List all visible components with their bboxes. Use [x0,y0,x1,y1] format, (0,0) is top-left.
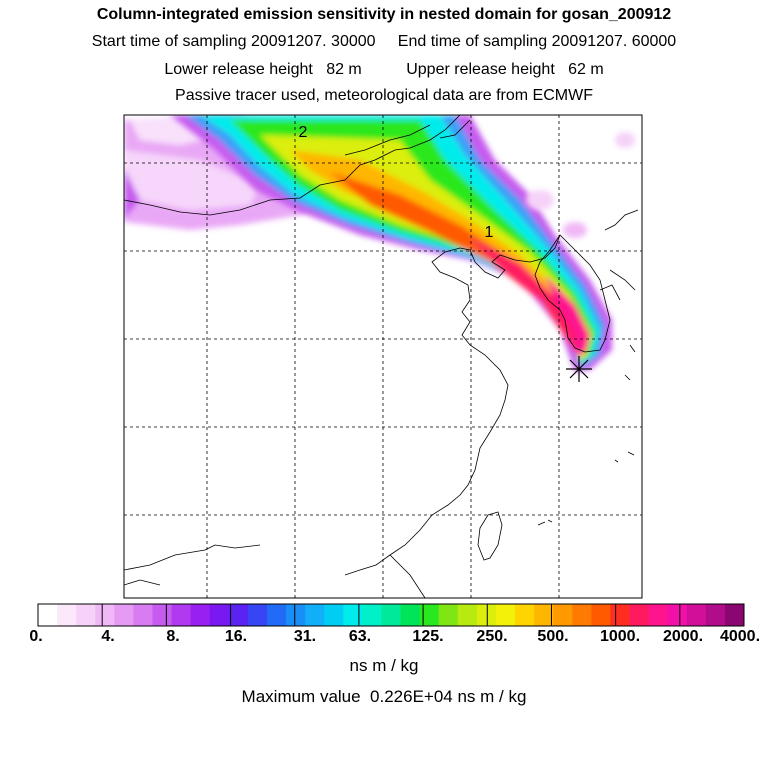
colorbar-tick-label: 8. [166,628,180,645]
lower-release-label: Lower release height 82 m [164,61,362,78]
colorbar-swatch [705,604,726,626]
colorbar-tick-label: 250. [476,628,508,645]
colorbar-swatch [629,604,650,626]
upper-release-label: Upper release height 62 m [406,61,604,78]
colorbar-tick-label: 0. [29,628,43,645]
colorbar-tick-label: 63. [348,628,372,645]
max-value-label: Maximum value 0.226E+04 ns m / kg [241,687,527,706]
colorbar-swatch [648,604,669,626]
colorbar-swatch [228,604,249,626]
colorbar-swatch [247,604,268,626]
colorbar-swatch [57,604,77,626]
colorbar-tick-label: 4. [101,628,115,645]
scattered-patches [526,132,635,238]
colorbar-units: ns m / kg [349,656,419,675]
colorbar-swatch [171,604,192,626]
marker-1: 1 [485,224,494,241]
colorbar-swatch [438,604,459,626]
colorbar-swatch [381,604,402,626]
colorbar-swatch [457,604,478,626]
colorbar-swatch [400,604,421,626]
coastlines [124,115,639,598]
colorbar-swatch [724,604,745,626]
tracer-note: Passive tracer used, meteorological data… [175,87,593,104]
colorbar-swatch [209,604,230,626]
colorbar-swatch [686,604,707,626]
colorbar-tick-label: 500. [537,628,569,645]
colorbar-swatch [343,604,363,626]
marker-2: 2 [299,124,308,141]
colorbar-tick-label: 31. [293,628,317,645]
colorbar-frame [37,603,745,627]
colorbar-swatch [190,604,211,626]
colorbar-swatch [610,604,631,626]
colorbar [37,603,745,627]
colorbar-tick-label: 4000. [719,628,761,645]
colorbar-tick-label: 125. [412,628,444,645]
colorbar-tick-label: 16. [224,628,248,645]
release-heights: Lower release height 82 m Upper release … [0,61,768,79]
colorbar-swatch [152,604,173,626]
colorbar-swatch [133,604,153,626]
colorbar-swatch [476,604,497,626]
colorbar-swatch [38,604,58,626]
colorbar-swatch [534,604,554,626]
sensitivity-field [124,115,635,372]
colorbar-swatch [419,604,440,626]
colorbar-swatch [76,604,96,626]
colorbar-swatch [286,604,306,626]
colorbar-swatch [495,604,516,626]
colorbar-swatch [266,604,287,626]
colorbar-swatch [553,604,573,626]
colorbar-tick-label: 2000. [662,628,704,645]
end-time-label: End time of sampling 20091207. 60000 [397,33,677,50]
map-frame [123,114,643,599]
colorbar-swatch [572,604,592,626]
release-site-star-icon [566,356,592,382]
colorbar-tick-label: 1000. [599,628,641,645]
colorbar-swatch [362,604,382,626]
colorbar-swatch [515,604,535,626]
start-time-label: Start time of sampling 20091207. 30000 [91,33,376,50]
colorbar-swatch [114,604,134,626]
colorbar-swatch [95,604,115,626]
graticule [124,115,642,598]
sampling-times: Start time of sampling 20091207. 30000 E… [0,33,768,51]
colorbar-swatch [324,604,344,626]
plot-title: Column-integrated emission sensitivity i… [96,6,672,23]
colorbar-swatch [591,604,611,626]
colorbar-swatch [305,604,325,626]
colorbar-swatch [667,604,688,626]
plume-bands [170,115,612,372]
